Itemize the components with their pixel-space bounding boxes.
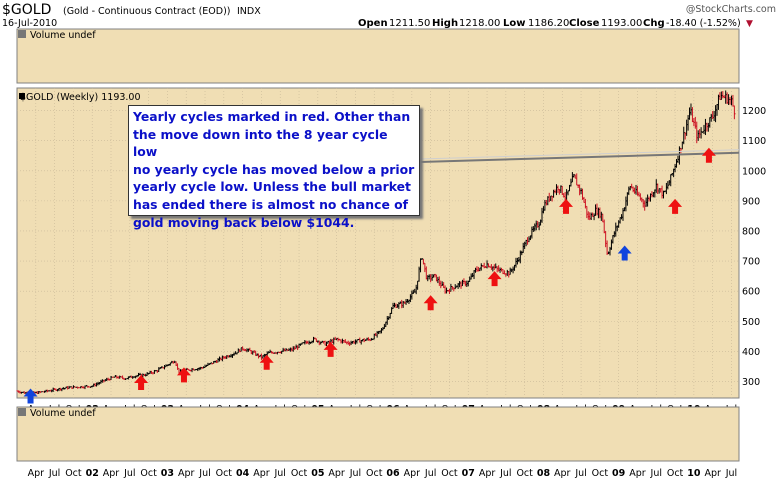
blue-cycle-arrow-icon xyxy=(617,245,632,261)
x-tick-label: Jul xyxy=(424,468,436,479)
y-tick-label: 400 xyxy=(742,347,760,358)
chg-label: Chg xyxy=(643,18,665,29)
trend-line xyxy=(419,151,740,163)
x-tick-label: 04 xyxy=(236,468,250,479)
volume-top-label: Volume undef xyxy=(30,30,96,41)
x-tick-label: Oct xyxy=(291,468,308,479)
red-cycle-arrow-icon xyxy=(176,367,191,383)
cycle-markers xyxy=(23,147,716,404)
y-tick-label: 1000 xyxy=(742,166,766,177)
red-cycle-arrow-icon xyxy=(423,295,438,311)
volume-panel-bottom xyxy=(16,406,740,462)
red-cycle-arrow-icon xyxy=(701,147,716,163)
volume-bottom-icon xyxy=(18,408,26,416)
y-tick-label: 1100 xyxy=(742,136,766,147)
red-cycle-arrow-icon xyxy=(668,198,683,214)
x-tick-label: Oct xyxy=(667,468,684,479)
x-tick-label: Jul xyxy=(499,468,511,479)
y-tick-label: 300 xyxy=(742,377,760,388)
trend-line-group xyxy=(419,149,740,163)
volume-bottom-label: Volume undef xyxy=(30,408,96,419)
volume-panel-top xyxy=(16,28,740,84)
volume-top-icon xyxy=(18,30,26,38)
x-tick-label: Oct xyxy=(516,468,533,479)
annotation-box: Yearly cycles marked in red. Other than … xyxy=(128,105,420,230)
x-tick-label: Apr xyxy=(178,468,195,479)
y-tick-label: 800 xyxy=(742,226,760,237)
x-tick-label: Apr xyxy=(704,468,721,479)
x-tick-label: 02 xyxy=(86,468,99,479)
chg-value: -18.40 (-1.52%) xyxy=(666,18,741,29)
chart-exchange: INDX xyxy=(237,6,261,17)
annotation-line-4: yearly cycle low. Unless the bull market xyxy=(133,179,411,195)
x-tick-label: Apr xyxy=(253,468,270,479)
open-value: 1211.50 xyxy=(389,18,430,29)
price-panel-icon xyxy=(19,93,25,99)
x-tick-label: Apr xyxy=(328,468,345,479)
x-tick-label: 06 xyxy=(386,468,400,479)
x-tick-label: Oct xyxy=(216,468,233,479)
y-tick-label: 700 xyxy=(742,257,760,268)
open-label: Open xyxy=(358,18,388,29)
x-tick-label: Oct xyxy=(65,468,82,479)
stockcharts-watermark: @StockCharts.com xyxy=(686,4,776,15)
x-tick-label: Jul xyxy=(725,468,737,479)
red-cycle-arrow-icon xyxy=(323,341,338,357)
annotation-line-6: gold moving back below $1044. xyxy=(133,214,355,230)
x-tick-label: Jul xyxy=(123,468,135,479)
chart-symbol: $GOLD xyxy=(2,2,51,18)
low-value: 1186.20 xyxy=(528,18,569,29)
close-label: Close xyxy=(569,18,600,29)
x-tick-label: Oct xyxy=(366,468,383,479)
annotation-line-3: no yearly cycle has moved below a prior xyxy=(133,161,415,177)
x-tick-label: 05 xyxy=(311,468,324,479)
x-tick-label: 07 xyxy=(462,468,475,479)
x-tick-label: Oct xyxy=(140,468,157,479)
blue-cycle-arrow-icon xyxy=(23,388,38,404)
x-axis-bottom: Apr Jul Oct 02 Apr Jul Oct 03 Apr Jul Oct 04 Apr Jul O… xyxy=(28,468,738,479)
red-cycle-arrow-icon xyxy=(134,374,149,390)
x-tick-label: Apr xyxy=(629,468,646,479)
low-label: Low xyxy=(503,18,525,29)
x-tick-label: 09 xyxy=(612,468,625,479)
y-tick-label: 900 xyxy=(742,196,760,207)
x-tick-label: 03 xyxy=(161,468,174,479)
annotation-line-5: has ended there is almost no chance of xyxy=(133,196,409,212)
high-value: 1218.00 xyxy=(459,18,500,29)
x-tick-label: Apr xyxy=(554,468,571,479)
y-tick-label: 1200 xyxy=(742,106,766,117)
high-label: High xyxy=(432,18,458,29)
x-tick-label: Jul xyxy=(48,468,60,479)
chg-down-arrow-icon: ▼ xyxy=(746,19,753,29)
x-tick-label: Apr xyxy=(479,468,496,479)
y-tick-label: 500 xyxy=(742,317,760,328)
chart-description: (Gold - Continuous Contract (EOD)) xyxy=(63,6,231,17)
close-value: 1193.00 xyxy=(601,18,642,29)
x-tick-label: Jul xyxy=(198,468,210,479)
y-tick-label: 600 xyxy=(742,287,760,298)
annotation-line-2: the move down into the 8 year cycle low xyxy=(133,126,388,160)
chart-date: 16-Jul-2010 xyxy=(2,18,57,29)
x-tick-label: Oct xyxy=(592,468,609,479)
red-cycle-arrow-icon xyxy=(259,354,274,370)
trend-line-highlight xyxy=(419,149,740,160)
x-tick-label: Jul xyxy=(650,468,662,479)
x-tick-label: Oct xyxy=(441,468,458,479)
x-tick-label: Jul xyxy=(574,468,586,479)
x-tick-label: Apr xyxy=(103,468,120,479)
price-panel-label: $GOLD (Weekly) 1193.00 xyxy=(20,92,141,103)
x-tick-label: Apr xyxy=(404,468,421,479)
x-tick-label: 08 xyxy=(537,468,551,479)
x-tick-label: 10 xyxy=(687,468,701,479)
x-tick-label: Apr xyxy=(28,468,45,479)
x-tick-label: Jul xyxy=(349,468,361,479)
annotation-line-1: Yearly cycles marked in red. Other than xyxy=(133,109,411,124)
x-tick-label: Jul xyxy=(273,468,285,479)
red-cycle-arrow-icon xyxy=(487,271,502,287)
price-y-axis: 300 400 500 600 700 800 900 1000 1100 1200 xyxy=(742,106,766,388)
red-cycle-arrow-icon xyxy=(559,198,574,214)
price-bars xyxy=(16,90,736,396)
